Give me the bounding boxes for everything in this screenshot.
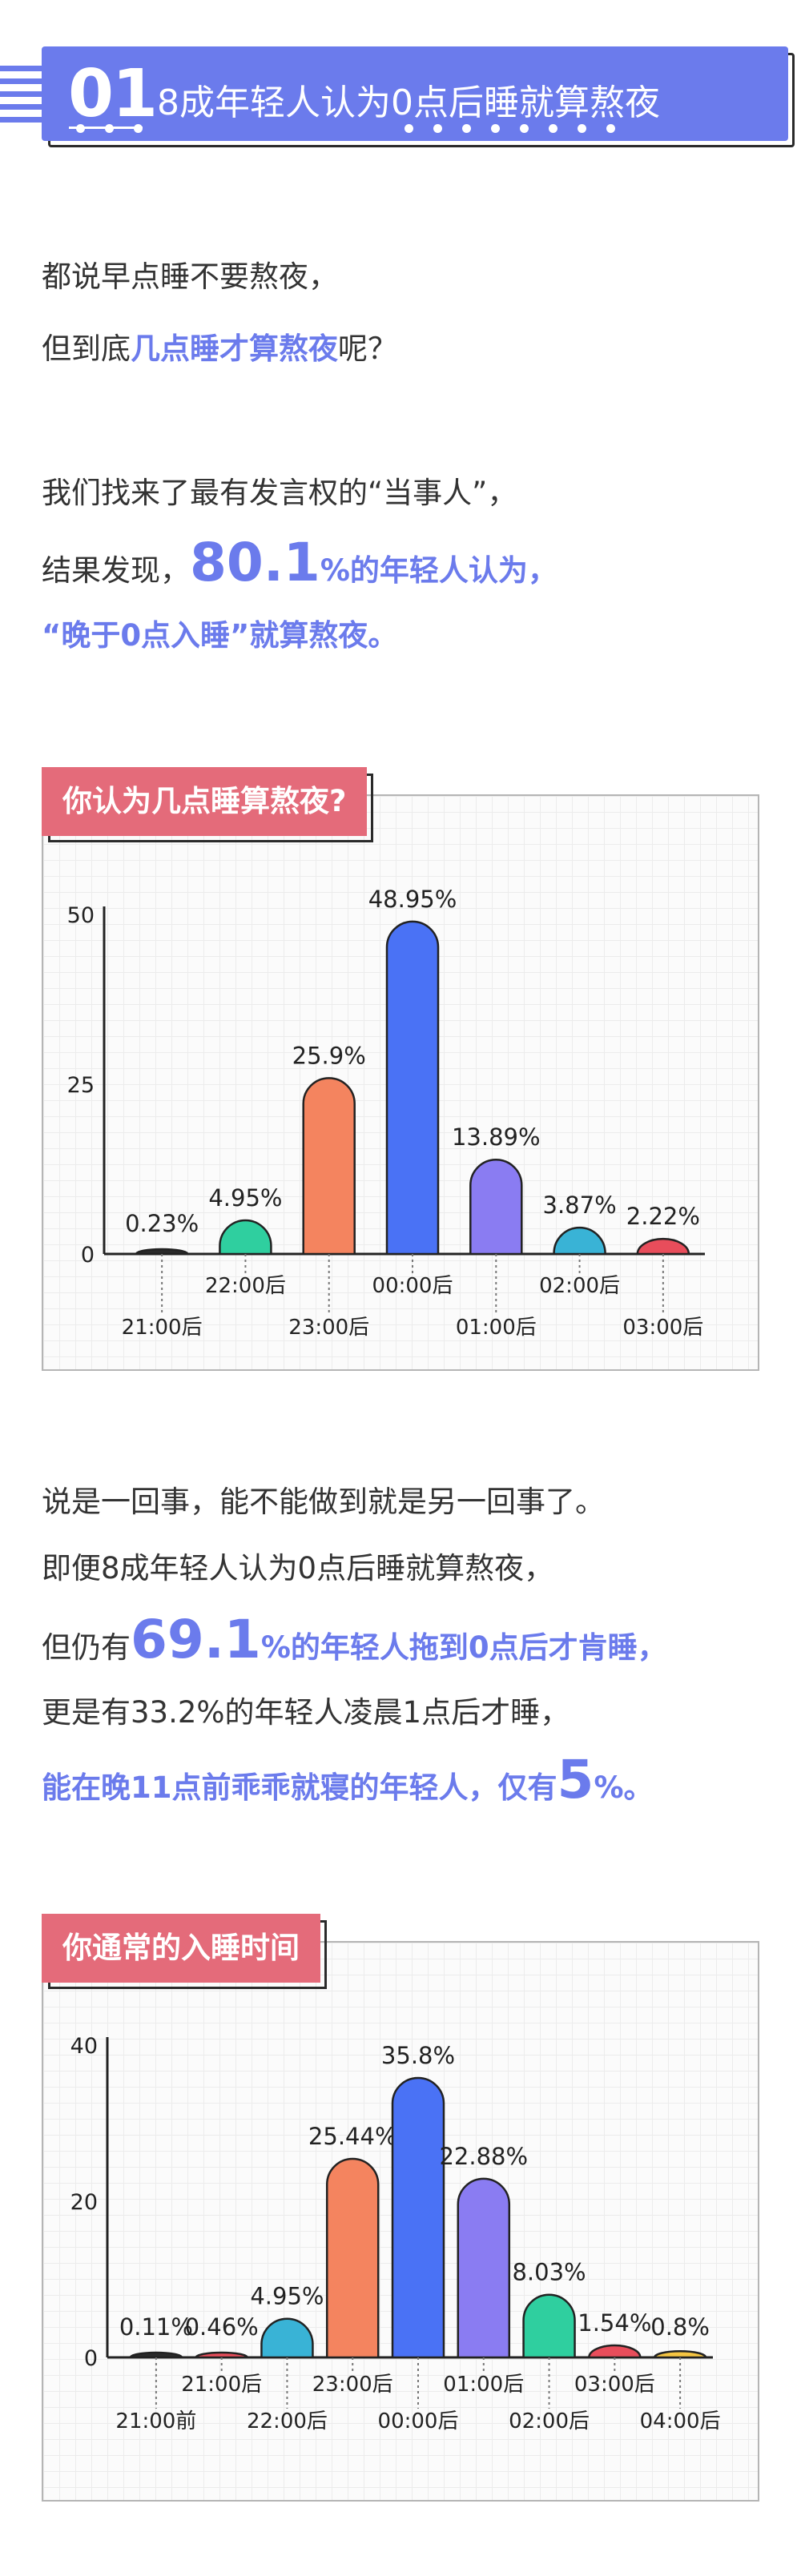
y-tick-label: 0 bbox=[81, 1243, 95, 1268]
data-label: 2.22% bbox=[626, 1203, 700, 1230]
bar bbox=[391, 2076, 445, 2359]
y-tick-label: 25 bbox=[67, 1073, 95, 1098]
category-label: 01:00后 bbox=[456, 1316, 537, 1340]
data-label: 22.88% bbox=[439, 2143, 528, 2170]
category-label: 02:00后 bbox=[539, 1274, 620, 1298]
data-label: 13.89% bbox=[452, 1123, 541, 1151]
bar bbox=[636, 1237, 690, 1256]
y-tick-label: 20 bbox=[70, 2190, 98, 2215]
data-label: 4.95% bbox=[250, 2283, 324, 2310]
data-label: 3.87% bbox=[543, 1192, 617, 1219]
bar bbox=[302, 1077, 356, 1256]
bar-chart-1: 0 25 50 0.23% 21:00后 4.95% 22:00后 25.9% 23:00后 48… bbox=[67, 886, 705, 1340]
data-label: 0.23% bbox=[125, 1210, 199, 1237]
category-label: 04:00后 bbox=[640, 2409, 721, 2433]
category-label: 21:00前 bbox=[115, 2409, 196, 2433]
bar-chart-2: 0 20 40 0.11% 21:00前 0.46% 21:00后 4.95% 22:00后 25… bbox=[70, 2034, 721, 2433]
middle-line-2: 即便8成年轻人认为0点后睡就算熬夜， bbox=[42, 1551, 554, 1585]
data-label: 25.9% bbox=[292, 1042, 366, 1069]
middle-line-3: 但仍有69.1%的年轻人拖到0点后才肯睡， bbox=[42, 1609, 667, 1670]
bar bbox=[588, 2344, 642, 2359]
data-label: 35.8% bbox=[381, 2042, 455, 2069]
category-label: 22:00后 bbox=[205, 1274, 286, 1298]
middle-line-5: 能在晚11点前乖乖就寝的年轻人，仅有5%。 bbox=[42, 1749, 654, 1810]
category-label: 21:00后 bbox=[181, 2373, 262, 2397]
category-label: 23:00后 bbox=[288, 1316, 369, 1340]
category-label: 22:00后 bbox=[247, 2409, 328, 2433]
category-label: 00:00后 bbox=[372, 1274, 453, 1298]
data-label: 0.8% bbox=[650, 2313, 710, 2341]
section-title: 8成年轻人认为0点后睡就算熬夜 bbox=[157, 82, 660, 123]
bar bbox=[385, 920, 440, 1256]
intro-line-5: “晚于0点入睡”就算熬夜。 bbox=[42, 618, 398, 653]
bar bbox=[469, 1158, 523, 1256]
bar bbox=[195, 2351, 248, 2359]
category-label: 23:00后 bbox=[312, 2373, 393, 2397]
data-label: 48.95% bbox=[368, 886, 457, 913]
data-label: 4.95% bbox=[208, 1184, 282, 1212]
category-label: 01:00后 bbox=[443, 2373, 524, 2397]
data-label: 0.46% bbox=[185, 2313, 259, 2341]
intro-line-4: 结果发现，80.1%的年轻人认为， bbox=[42, 532, 557, 593]
banner-dots-right bbox=[405, 121, 635, 136]
data-label: 0.11% bbox=[119, 2313, 193, 2341]
chart-title-2: 你通常的入睡时间 bbox=[42, 1914, 320, 1983]
category-label: 21:00后 bbox=[122, 1316, 203, 1340]
header-stripes bbox=[0, 66, 50, 130]
category-label: 00:00后 bbox=[378, 2409, 459, 2433]
intro-line-2: 但到底几点睡才算熬夜呢？ bbox=[42, 332, 397, 366]
category-label: 03:00后 bbox=[622, 1316, 703, 1340]
bar bbox=[219, 1219, 272, 1256]
bar bbox=[135, 1248, 189, 1256]
bar bbox=[653, 2349, 707, 2359]
y-tick-label: 50 bbox=[67, 903, 95, 928]
chart-title-1: 你认为几点睡算熬夜? bbox=[42, 767, 368, 836]
bar bbox=[325, 2157, 380, 2359]
category-label: 03:00后 bbox=[574, 2373, 655, 2397]
header-banner bbox=[42, 46, 788, 141]
bar bbox=[129, 2351, 183, 2359]
bar bbox=[522, 2293, 576, 2359]
bar bbox=[457, 2177, 511, 2359]
bar bbox=[260, 2317, 314, 2359]
y-tick-label: 40 bbox=[70, 2034, 98, 2059]
intro-line-1: 都说早点睡不要熬夜， bbox=[42, 259, 338, 294]
banner-dots-left bbox=[76, 121, 163, 136]
intro-line-3: 我们找来了最有发言权的“当事人”， bbox=[42, 476, 517, 510]
data-label: 25.44% bbox=[308, 2123, 397, 2150]
middle-line-4: 更是有33.2%的年轻人凌晨1点后才睡， bbox=[42, 1695, 570, 1730]
data-label: 8.03% bbox=[512, 2259, 586, 2286]
bar bbox=[553, 1226, 606, 1256]
section-number: 01 bbox=[68, 56, 158, 132]
middle-line-1: 说是一回事，能不能做到就是另一回事了。 bbox=[42, 1485, 605, 1519]
y-tick-label: 0 bbox=[84, 2346, 98, 2371]
data-label: 1.54% bbox=[578, 2309, 651, 2337]
category-label: 02:00后 bbox=[509, 2409, 590, 2433]
